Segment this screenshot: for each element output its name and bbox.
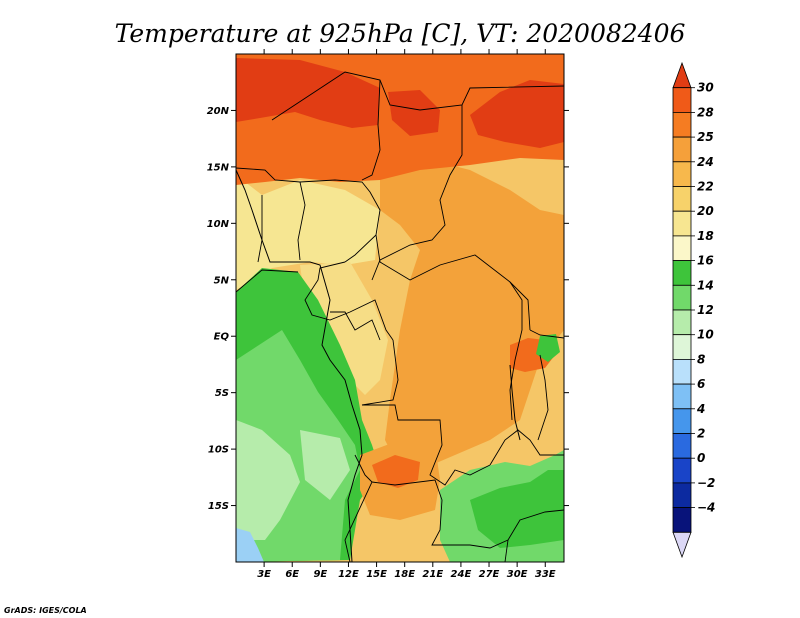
lake-victoria-shape — [536, 334, 560, 362]
axis-ticks — [231, 49, 569, 567]
map-panel: 20N 15N 10N 5N EQ 5S 10S 15S 3E 6E 9E 12E 15E 18E 21E… — [207, 49, 569, 580]
colorbar-swatch — [672, 358, 692, 385]
colorbar-label: 30 — [697, 81, 714, 95]
gulf-region — [236, 175, 380, 290]
colorbar-swatch — [672, 457, 692, 484]
colorbar-swatch — [672, 433, 692, 459]
chad-hottest-region — [388, 90, 440, 136]
colorbar-swatch — [672, 408, 692, 434]
lat-tick-label: 10S — [208, 445, 229, 456]
ocean-light-region — [236, 420, 300, 540]
lon-tick-label: 24E — [451, 569, 472, 580]
colorbar-swatch — [672, 136, 692, 163]
lon-tick-label: 21E — [422, 569, 443, 580]
ocean-coolest-region — [236, 528, 264, 562]
southwest-hot-region — [372, 455, 420, 488]
southeast-cooler-region — [470, 470, 564, 548]
lon-tick-label: 27E — [479, 569, 500, 580]
longitude-labels: 3E 6E 9E 12E 15E 18E 21E 24E 27E 30E 33E — [257, 569, 556, 580]
colorbar-swatch — [672, 260, 692, 286]
colorbar-label: 28 — [697, 105, 714, 119]
colorbar-label: 0 — [697, 451, 705, 465]
map-frame — [235, 53, 565, 563]
lat-tick-label: 5N — [214, 275, 230, 286]
sudan-hottest-region — [470, 80, 564, 148]
lon-tick-label: 9E — [313, 569, 327, 580]
colorbar-label: 24 — [697, 155, 714, 169]
ocean-light-region-2 — [300, 430, 350, 500]
lon-tick-label: 15E — [366, 569, 387, 580]
colorbar-swatch — [672, 334, 692, 360]
country-borders — [235, 71, 565, 563]
lat-tick-label: 20N — [207, 106, 230, 117]
lon-tick-label: 33E — [535, 569, 556, 580]
lon-tick-label: 30E — [507, 569, 528, 580]
colorbar-swatch — [672, 210, 692, 237]
latitude-labels: 20N 15N 10N 5N EQ 5S 10S 15S — [207, 106, 230, 512]
colorbar-label: 14 — [697, 278, 714, 292]
colorbar-swatch — [672, 112, 692, 138]
lon-tick-label: 6E — [285, 569, 299, 580]
warm-interior-region — [380, 160, 564, 470]
colorbar-label: 22 — [697, 180, 714, 194]
colorbar-swatch — [672, 235, 692, 261]
colorbar-swatch — [672, 186, 692, 212]
colorbar-label: 25 — [697, 130, 714, 144]
colorbar-label: 8 — [697, 352, 705, 366]
colorbar-label: 12 — [697, 303, 714, 317]
colorbar-label: −2 — [697, 476, 715, 490]
colorbar-label: 18 — [697, 229, 714, 243]
lon-tick-label: 18E — [394, 569, 415, 580]
colorbar-label: 20 — [697, 204, 714, 218]
figure-title: Temperature at 925hPa [C], VT: 202008240… — [115, 19, 686, 48]
colorbar-swatch — [672, 531, 692, 559]
colorbar-label: 2 — [697, 427, 705, 441]
colorbar-label: 10 — [697, 328, 714, 342]
colorbar-swatch — [672, 284, 692, 311]
colorbar-label: 6 — [697, 377, 705, 391]
sahara-hottest-region — [236, 58, 380, 128]
lon-tick-label: 12E — [338, 569, 359, 580]
lat-tick-label: 5S — [215, 388, 229, 399]
colorbar-swatch — [672, 87, 692, 113]
colorbar-label: −4 — [697, 501, 715, 515]
coastline — [235, 169, 363, 563]
colorbar-swatch — [672, 161, 692, 187]
central-plateau-region — [300, 262, 388, 395]
lat-tick-label: 15N — [207, 162, 230, 173]
colorbar-swatch — [672, 309, 692, 336]
lat-tick-label: EQ — [214, 332, 230, 343]
colorbar-swatch — [672, 507, 692, 533]
credit-text: GrADS: IGES/COLA — [4, 606, 87, 615]
colorbar-swatch — [672, 61, 692, 89]
colorbar-swatch — [672, 383, 692, 410]
colorbar-label: 4 — [696, 402, 705, 416]
colorbar-swatch — [672, 482, 692, 508]
lon-tick-label: 3E — [257, 569, 271, 580]
lat-tick-label: 10N — [207, 219, 230, 230]
colorbar-label: 16 — [697, 254, 714, 268]
lat-tick-label: 15S — [208, 501, 229, 512]
